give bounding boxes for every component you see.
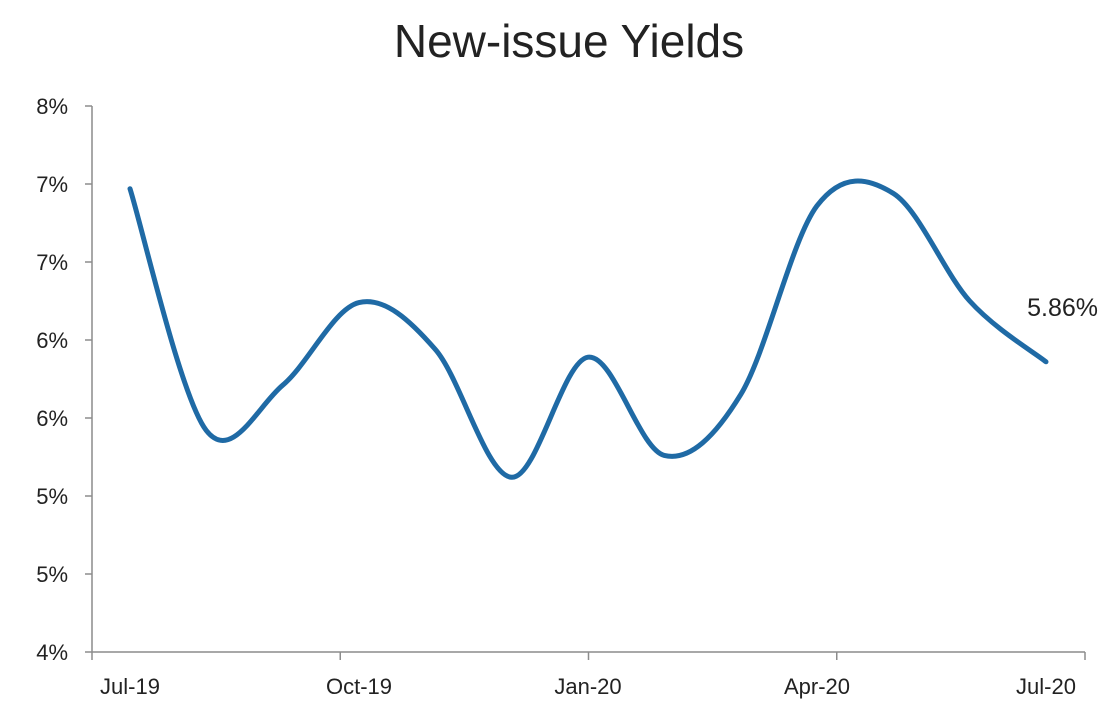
y-tick-label: 4%	[36, 640, 68, 665]
x-tick-label: Oct-19	[326, 674, 392, 699]
series-line	[127, 178, 1049, 480]
x-tick-label: Jan-20	[554, 674, 621, 699]
x-tick-label: Jul-19	[100, 674, 160, 699]
y-tick-label: 5%	[36, 562, 68, 587]
y-tick-label: 7%	[36, 172, 68, 197]
x-tick-label: Jul-20	[1016, 674, 1076, 699]
x-tick-label: Apr-20	[784, 674, 850, 699]
y-tick-label: 5%	[36, 484, 68, 509]
data-label: 5.86%	[1027, 294, 1098, 322]
y-tick-label: 6%	[36, 406, 68, 431]
y-tick-label: 6%	[36, 328, 68, 353]
y-tick-label: 8%	[36, 94, 68, 119]
chart-title: New-issue Yields	[393, 15, 745, 67]
y-tick-label: 7%	[36, 250, 68, 275]
